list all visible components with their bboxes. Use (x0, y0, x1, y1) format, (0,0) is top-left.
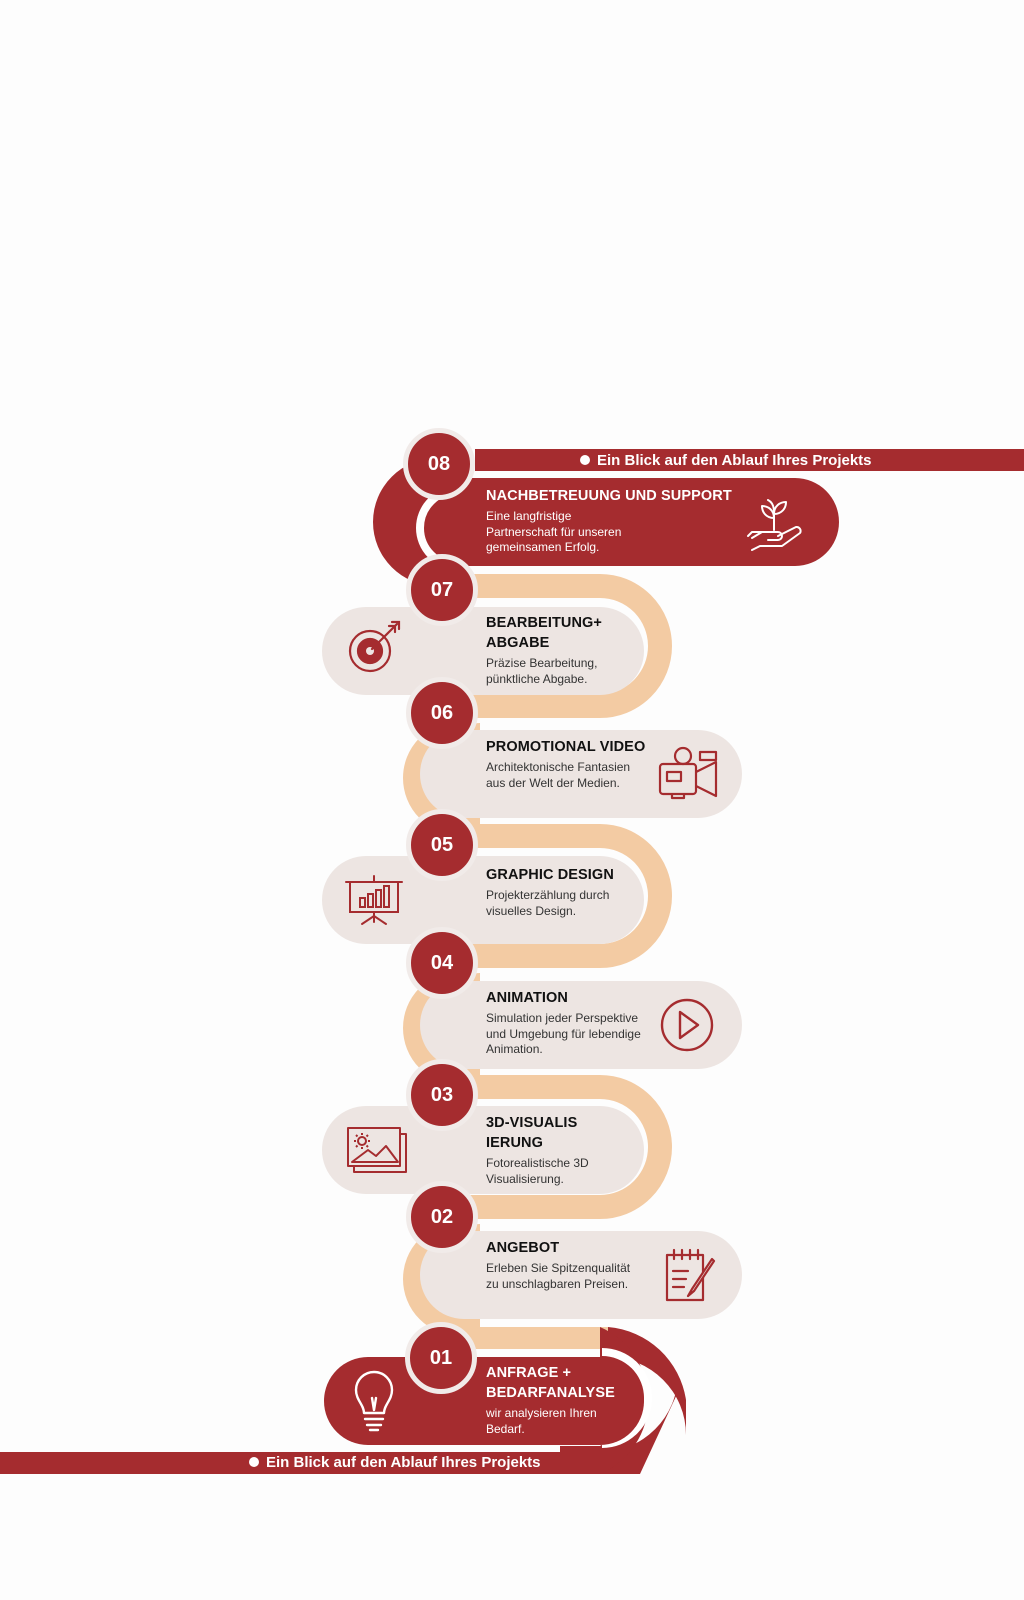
step-04-description: Simulation jeder Perspektive und Umgebun… (486, 1011, 641, 1056)
step-08-description: Eine langfristige Partnerschaft für unse… (486, 509, 622, 554)
step-number-05: 05 (406, 809, 478, 881)
step-05-text: GRAPHIC DESIGN Projekterzählung durch vi… (486, 865, 631, 919)
step-02-card (420, 1231, 742, 1319)
step-01-title: ANFRAGE + BEDARFANALYSE (486, 1365, 615, 1401)
step-08-text: NACHBETREUUNG UND SUPPORT Eine langfrist… (486, 486, 746, 556)
step-05-description: Projekterzählung durch visuelles Design. (486, 888, 610, 918)
step-number-03: 03 (406, 1059, 478, 1131)
step-number-04: 04 (406, 927, 478, 999)
video-camera-icon (658, 746, 718, 800)
step-05-title: GRAPHIC DESIGN (486, 867, 614, 883)
step-07-title: BEARBEITUNG+ ABGABE (486, 615, 603, 651)
step-03-title: 3D-VISUALISIERUNG (486, 1115, 578, 1151)
step-06-description: Architektonische Fantasien aus der Welt … (486, 760, 631, 790)
step-number-07: 07 (406, 554, 478, 626)
step-number-06: 06 (406, 677, 478, 749)
presentation-chart-icon (345, 875, 403, 925)
step-05-card (322, 856, 644, 944)
step-02-text: ANGEBOT Erleben Sie Spitzenqualität zu u… (486, 1238, 651, 1292)
step-04-card (420, 981, 742, 1069)
lightbulb-icon (354, 1370, 394, 1432)
step-08-band (373, 458, 839, 586)
step-04-title: ANIMATION (486, 990, 568, 1006)
step-07-text: BEARBEITUNG+ ABGABE Präzise Bearbeitung,… (486, 613, 616, 687)
step-03-text: 3D-VISUALISIERUNG Fotorealistische 3D Vi… (486, 1113, 621, 1187)
step-06-card (420, 730, 742, 818)
footer-banner-text: Ein Blick auf den Ablauf Ihres Projekts (249, 1454, 541, 1472)
step-07-card (322, 607, 644, 695)
step-number-08: 08 (403, 428, 475, 500)
target-arrow-icon (348, 620, 401, 673)
step-01-text: ANFRAGE + BEDARFANALYSE wir analysieren … (486, 1363, 626, 1437)
header-banner-text: Ein Blick auf den Ablauf Ihres Projekts (580, 452, 872, 470)
step-01-inner-ring (601, 1348, 652, 1448)
step-04-text: ANIMATION Simulation jeder Perspektive u… (486, 988, 651, 1058)
play-icon (660, 998, 714, 1052)
picture-icon (347, 1127, 407, 1173)
step-08-title: NACHBETREUUNG UND SUPPORT (486, 488, 732, 504)
plant-hand-icon (747, 499, 802, 551)
step-number-02: 02 (406, 1181, 478, 1253)
step-01-description: wir analysieren Ihren Bedarf. (486, 1406, 597, 1436)
step-07-description: Präzise Bearbeitung, pünktliche Abgabe. (486, 656, 598, 686)
step-03-description: Fotorealistische 3D Visualisierung. (486, 1156, 589, 1186)
step-01-card (324, 1357, 644, 1445)
step-02-title: ANGEBOT (486, 1240, 560, 1256)
step-06-text: PROMOTIONAL VIDEO Architektonische Fanta… (486, 737, 656, 791)
step-06-title: PROMOTIONAL VIDEO (486, 739, 646, 755)
step-02-description: Erleben Sie Spitzenqualität zu unschlagb… (486, 1261, 631, 1291)
peach-connector-01 (440, 1327, 608, 1349)
notepad-pencil-icon (665, 1248, 716, 1302)
step-number-01: 01 (405, 1322, 477, 1394)
